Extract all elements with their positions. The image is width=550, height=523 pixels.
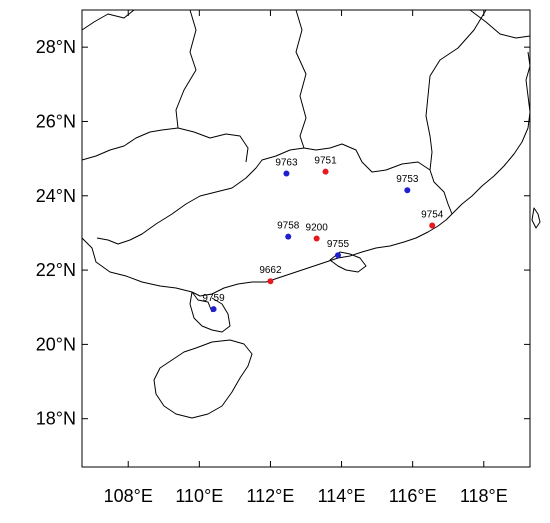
station-marker (322, 168, 329, 175)
south-china-coast (191, 51, 531, 297)
hunan-boundary (175, 9, 197, 129)
stations: 9763 9751 9753 9754 9758 9200 9755 9662 9759 (202, 156, 444, 313)
x-tick-label: 116°E (389, 486, 437, 506)
taiwan-strait-islands (531, 207, 541, 229)
x-tick-label: 110°E (175, 486, 223, 506)
station-marker (429, 222, 436, 229)
guangxi-west-boundary (81, 237, 193, 293)
station-label: 9662 (259, 265, 282, 276)
jiangxi-fujian-boundary (425, 9, 487, 171)
x-tick-label: 112°E (246, 486, 294, 506)
zhejiang-boundary (469, 9, 531, 39)
north-boundary (81, 9, 135, 31)
station-label: 9200 (306, 223, 329, 234)
station-label: 9751 (314, 156, 337, 167)
pearl-river-delta (329, 251, 367, 273)
hainan-island (153, 339, 253, 419)
station-marker (283, 170, 290, 177)
y-tick-label: 24°N (36, 186, 76, 206)
y-tick-label: 18°N (36, 409, 76, 429)
x-tick-label: 114°E (318, 486, 366, 506)
y-tick-label: 28°N (36, 37, 76, 57)
hunan-jiangxi-boundary (295, 9, 307, 149)
station-marker (210, 306, 217, 313)
station-marker (335, 252, 341, 259)
axis-tick-labels: 108°E 110°E 112°E 114°E 116°E 118°E 18°N 20°N 22… (36, 37, 508, 506)
x-tick-label: 108°E (104, 486, 153, 506)
station-marker (285, 233, 292, 240)
y-tick-label: 22°N (36, 260, 76, 280)
map-frame (81, 9, 531, 468)
province-boundaries (81, 9, 531, 313)
guangxi-hunan-boundary (81, 127, 249, 163)
station-marker (404, 187, 411, 194)
station-label: 9759 (202, 293, 225, 304)
y-tick-label: 20°N (36, 334, 76, 354)
leizhou-peninsula (189, 291, 231, 333)
x-tick-label: 118°E (460, 486, 508, 506)
coastline (153, 51, 541, 419)
station-marker (313, 235, 320, 242)
station-label: 9753 (396, 174, 419, 185)
y-tick-label: 26°N (36, 111, 76, 131)
station-label: 9754 (421, 209, 444, 220)
guangdong-boundary (96, 143, 453, 245)
station-label: 9758 (277, 221, 300, 232)
axis-ticks (82, 10, 530, 467)
leizhou-boundary (191, 291, 213, 313)
station-label: 9755 (327, 239, 350, 250)
station-marker (267, 278, 274, 285)
station-label: 9763 (275, 157, 298, 168)
